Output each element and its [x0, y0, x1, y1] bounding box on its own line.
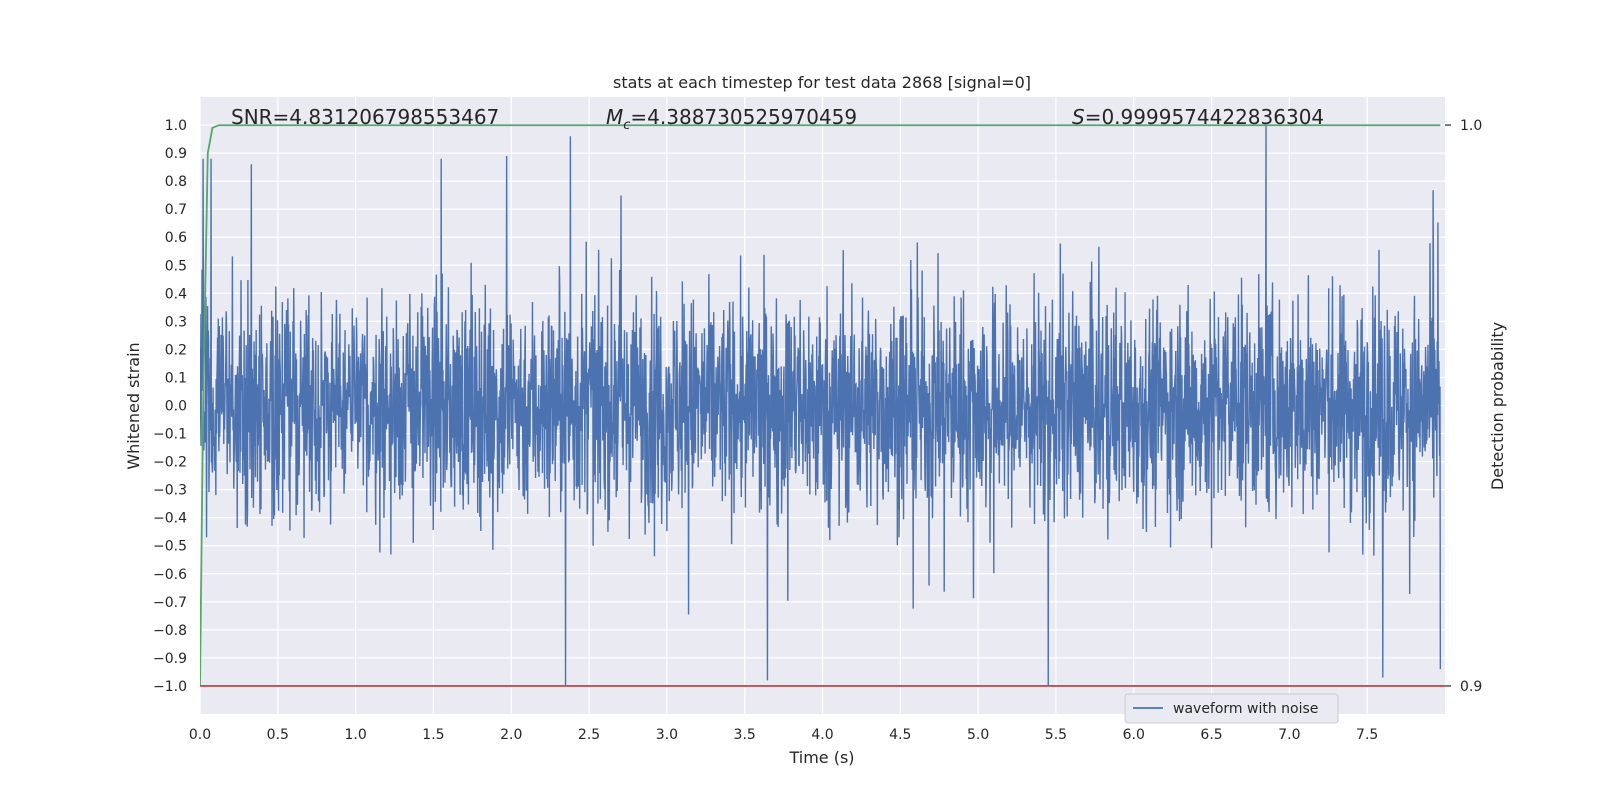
waveform-with-noise-line	[200, 125, 1442, 686]
y-tick-label: −0.4	[153, 511, 187, 527]
x-tick-label: 7.5	[1356, 727, 1378, 743]
y2-tick-label: 1.0	[1460, 118, 1482, 134]
y2-tick-label: 0.9	[1460, 679, 1482, 695]
y-tick-label: −0.6	[153, 567, 187, 583]
y-tick-label: 0.4	[165, 286, 187, 302]
y-axis-label: Whitened strain	[124, 342, 143, 469]
legend-label: waveform with noise	[1173, 701, 1318, 717]
y-tick-label: −0.3	[153, 483, 187, 499]
x-tick-label: 2.5	[578, 727, 600, 743]
y-tick-label: 0.8	[165, 174, 187, 190]
snr-annotation: SNR=4.831206798553467	[231, 105, 499, 129]
y-tick-labels: 1.0 0.9 0.8 0.7 0.6 0.5 0.4 0.3 0.2 0.1 0.0 −0.1 −0.…	[153, 118, 187, 695]
chart-title: stats at each timestep for test data 286…	[613, 73, 1031, 92]
y-tick-label: −0.2	[153, 455, 187, 471]
x-tick-label: 0.0	[189, 727, 211, 743]
x-tick-label: 3.5	[734, 727, 756, 743]
y-tick-label: −0.5	[153, 539, 187, 555]
x-tick-label: 1.0	[344, 727, 366, 743]
chirp-mass-value: =4.388730525970459	[630, 105, 857, 129]
y-tick-label: −0.9	[153, 651, 187, 667]
x-tick-label: 7.0	[1278, 727, 1300, 743]
x-tick-labels: 0.0 0.5 1.0 1.5 2.0 2.5 3.0 3.5 4.0 4.5 5.0 5.5 6.0 6…	[189, 727, 1378, 743]
x-tick-label: 5.0	[967, 727, 989, 743]
y-tick-label: 0.2	[165, 342, 187, 358]
legend-box	[1124, 693, 1339, 724]
chirp-mass-subscript: c	[623, 118, 630, 133]
y-tick-label: 0.6	[165, 230, 187, 246]
y2-tick-labels: 1.0 0.9	[1445, 118, 1482, 695]
chirp-mass-symbol: M	[606, 105, 623, 129]
x-tick-label: 4.0	[811, 727, 833, 743]
detection-probability-line	[200, 124, 1441, 686]
x-tick-label: 3.0	[656, 727, 678, 743]
x-axis-label: Time (s)	[788, 748, 854, 767]
y-tick-label: 0.0	[165, 399, 187, 415]
chirp-mass-annotation: Mc=4.388730525970459	[606, 105, 857, 133]
x-tick-label: 0.5	[267, 727, 289, 743]
y-tick-label: −1.0	[153, 679, 187, 695]
y-tick-label: 1.0	[165, 118, 187, 134]
s-symbol: S	[1072, 105, 1085, 129]
x-tick-label: 6.5	[1200, 727, 1222, 743]
y-tick-label: −0.7	[153, 595, 187, 611]
x-tick-label: 4.5	[889, 727, 911, 743]
y-tick-label: 0.3	[165, 314, 187, 330]
s-value: =0.9999574422836304	[1085, 105, 1324, 129]
y-tick-label: 0.1	[165, 370, 187, 386]
x-tick-label: 6.0	[1123, 727, 1145, 743]
x-tick-label: 1.5	[422, 727, 444, 743]
y-tick-label: 0.5	[165, 258, 187, 274]
x-tick-label: 2.0	[500, 727, 522, 743]
y-tick-label: 0.9	[165, 146, 187, 162]
s-annotation: S=0.9999574422836304	[1072, 105, 1324, 129]
y-tick-label: −0.1	[153, 427, 187, 443]
y-tick-label: −0.8	[153, 623, 187, 639]
x-tick-label: 5.5	[1045, 727, 1067, 743]
y2-axis-label: Detection probability	[1488, 322, 1507, 490]
y-tick-label: 0.7	[165, 202, 187, 218]
legend: waveform with noise	[1124, 693, 1339, 724]
